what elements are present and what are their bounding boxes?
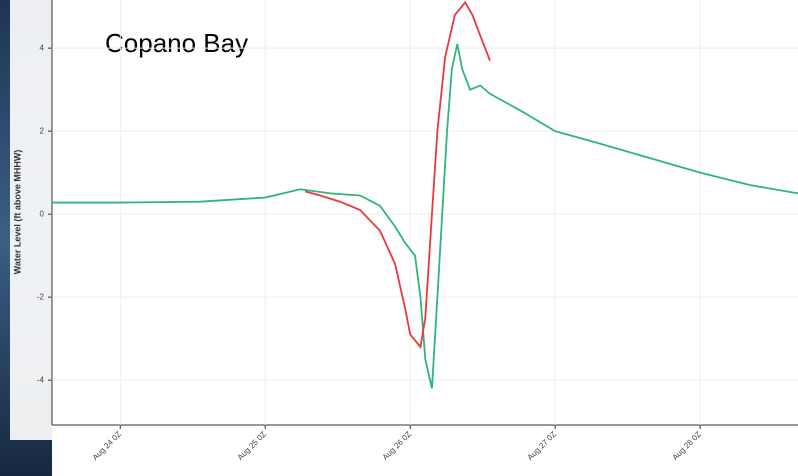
y-tick-label: -4: [37, 375, 45, 384]
annotation: Copano Bay: [105, 28, 248, 58]
y-tick-label: 4: [40, 43, 45, 52]
background: [0, 0, 798, 476]
y-tick-label: 0: [40, 209, 45, 218]
y-axis-label: Water Level (ft above MHHW): [12, 150, 22, 275]
y-tick-label: -2: [37, 292, 45, 301]
y-tick-label: 2: [40, 126, 45, 135]
chart: Copano Bay Water Level (ft above MHHW) -…: [0, 0, 798, 476]
